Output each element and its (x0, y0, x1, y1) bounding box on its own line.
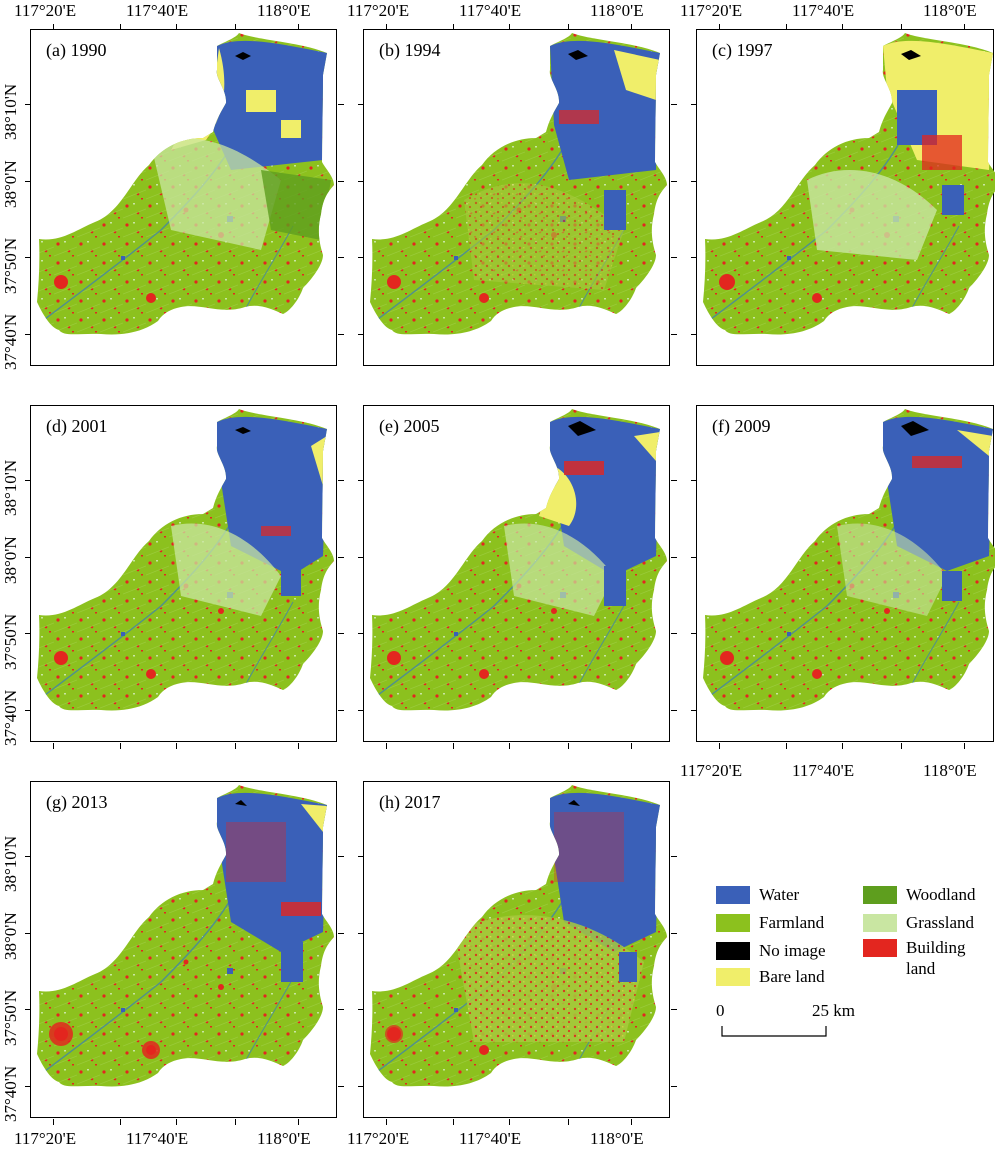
panel-title: (c) 1997 (712, 40, 773, 60)
legend-swatch (863, 939, 897, 957)
lon-tick-label: 118°0'E (923, 1, 977, 20)
lon-tick-label: 117°40'E (126, 1, 189, 20)
legend-swatch (716, 914, 750, 932)
lat-tick-label: 38°0'N (1, 912, 20, 960)
scale-bar-end-label: 25 km (812, 1001, 855, 1020)
legend-swatch (716, 886, 750, 904)
legend: Water Farmland No image Bare land Woodla… (716, 885, 996, 1045)
map-panel-2009: (f) 2009 (691, 405, 995, 749)
scale-bar-line (721, 1026, 827, 1037)
scale-bar-start-label: 0 (716, 1001, 725, 1020)
panel-title: (f) 2009 (712, 416, 771, 436)
lon-tick-label: 118°0'E (257, 1, 311, 20)
map-panel-2005: (e) 2005 (358, 405, 677, 749)
lon-tick-label: 117°20'E (347, 1129, 410, 1148)
lon-tick-label: 118°0'E (257, 1129, 311, 1148)
scale-bar: 0 25 km (716, 1002, 856, 1042)
panel-title: (h) 2017 (379, 792, 441, 812)
legend-label-line2: land (906, 959, 936, 978)
legend-swatch (863, 886, 897, 904)
land-use-map (364, 782, 671, 1119)
lon-tick-label: 117°20'E (680, 761, 743, 780)
legend-label: Water (759, 885, 800, 904)
lon-tick-label: 117°20'E (347, 1, 410, 20)
map-panel-2001: (d) 2001 (25, 405, 344, 749)
land-use-map (364, 30, 671, 367)
legend-label: Farmland (759, 913, 825, 932)
lon-tick-label: 117°40'E (792, 761, 855, 780)
lat-tick-label: 38°0'N (1, 160, 20, 208)
map-panel-1997: (c) 1997 (691, 24, 995, 367)
map-panel-1994: (b) 1994 (358, 24, 677, 367)
legend-swatch (716, 942, 750, 960)
lon-tick-label: 118°0'E (923, 761, 977, 780)
lon-tick-label: 117°40'E (792, 1, 855, 20)
panel-title: (b) 1994 (379, 40, 441, 60)
land-use-map (364, 406, 671, 743)
panel-title: (g) 2013 (46, 792, 108, 812)
panel-title: (e) 2005 (379, 416, 440, 436)
legend-swatch (863, 914, 897, 932)
lat-tick-label: 37°50'N (1, 237, 20, 294)
lat-tick-label: 38°10'N (1, 459, 20, 516)
legend-label: Woodland (906, 885, 976, 904)
land-use-map (31, 406, 338, 743)
legend-label: No image (759, 941, 826, 960)
lon-tick-label: 117°20'E (680, 1, 743, 20)
map-panel-1990: (a) 1990 (25, 24, 344, 367)
panel-title: (a) 1990 (46, 40, 107, 60)
lat-tick-label: 37°40'N (1, 689, 20, 746)
map-panel-2017: (h) 2017 (358, 781, 677, 1125)
land-use-map (31, 30, 338, 367)
legend-swatch (716, 968, 750, 986)
lon-tick-label: 117°40'E (459, 1, 522, 20)
lon-tick-label: 117°20'E (14, 1129, 77, 1148)
land-use-map (697, 30, 995, 367)
lat-tick-label: 37°50'N (1, 613, 20, 670)
lon-tick-label: 118°0'E (590, 1129, 644, 1148)
lon-tick-label: 117°40'E (459, 1129, 522, 1148)
legend-label: Grassland (906, 913, 974, 932)
lon-tick-label: 117°40'E (126, 1129, 189, 1148)
legend-label: Bare land (759, 967, 825, 986)
lat-tick-label: 38°10'N (1, 835, 20, 892)
panel-title: (d) 2001 (46, 416, 108, 436)
map-panel-2013: (g) 2013 (25, 781, 344, 1125)
legend-label: Building (906, 938, 966, 957)
lat-tick-label: 38°0'N (1, 536, 20, 584)
lat-tick-label: 38°10'N (1, 83, 20, 140)
lon-tick-label: 117°20'E (14, 1, 77, 20)
lon-tick-label: 118°0'E (590, 1, 644, 20)
land-use-map (31, 782, 338, 1119)
lat-tick-label: 37°50'N (1, 989, 20, 1046)
lat-tick-label: 37°40'N (1, 1065, 20, 1122)
lat-tick-label: 37°40'N (1, 313, 20, 370)
land-use-map (697, 406, 995, 743)
